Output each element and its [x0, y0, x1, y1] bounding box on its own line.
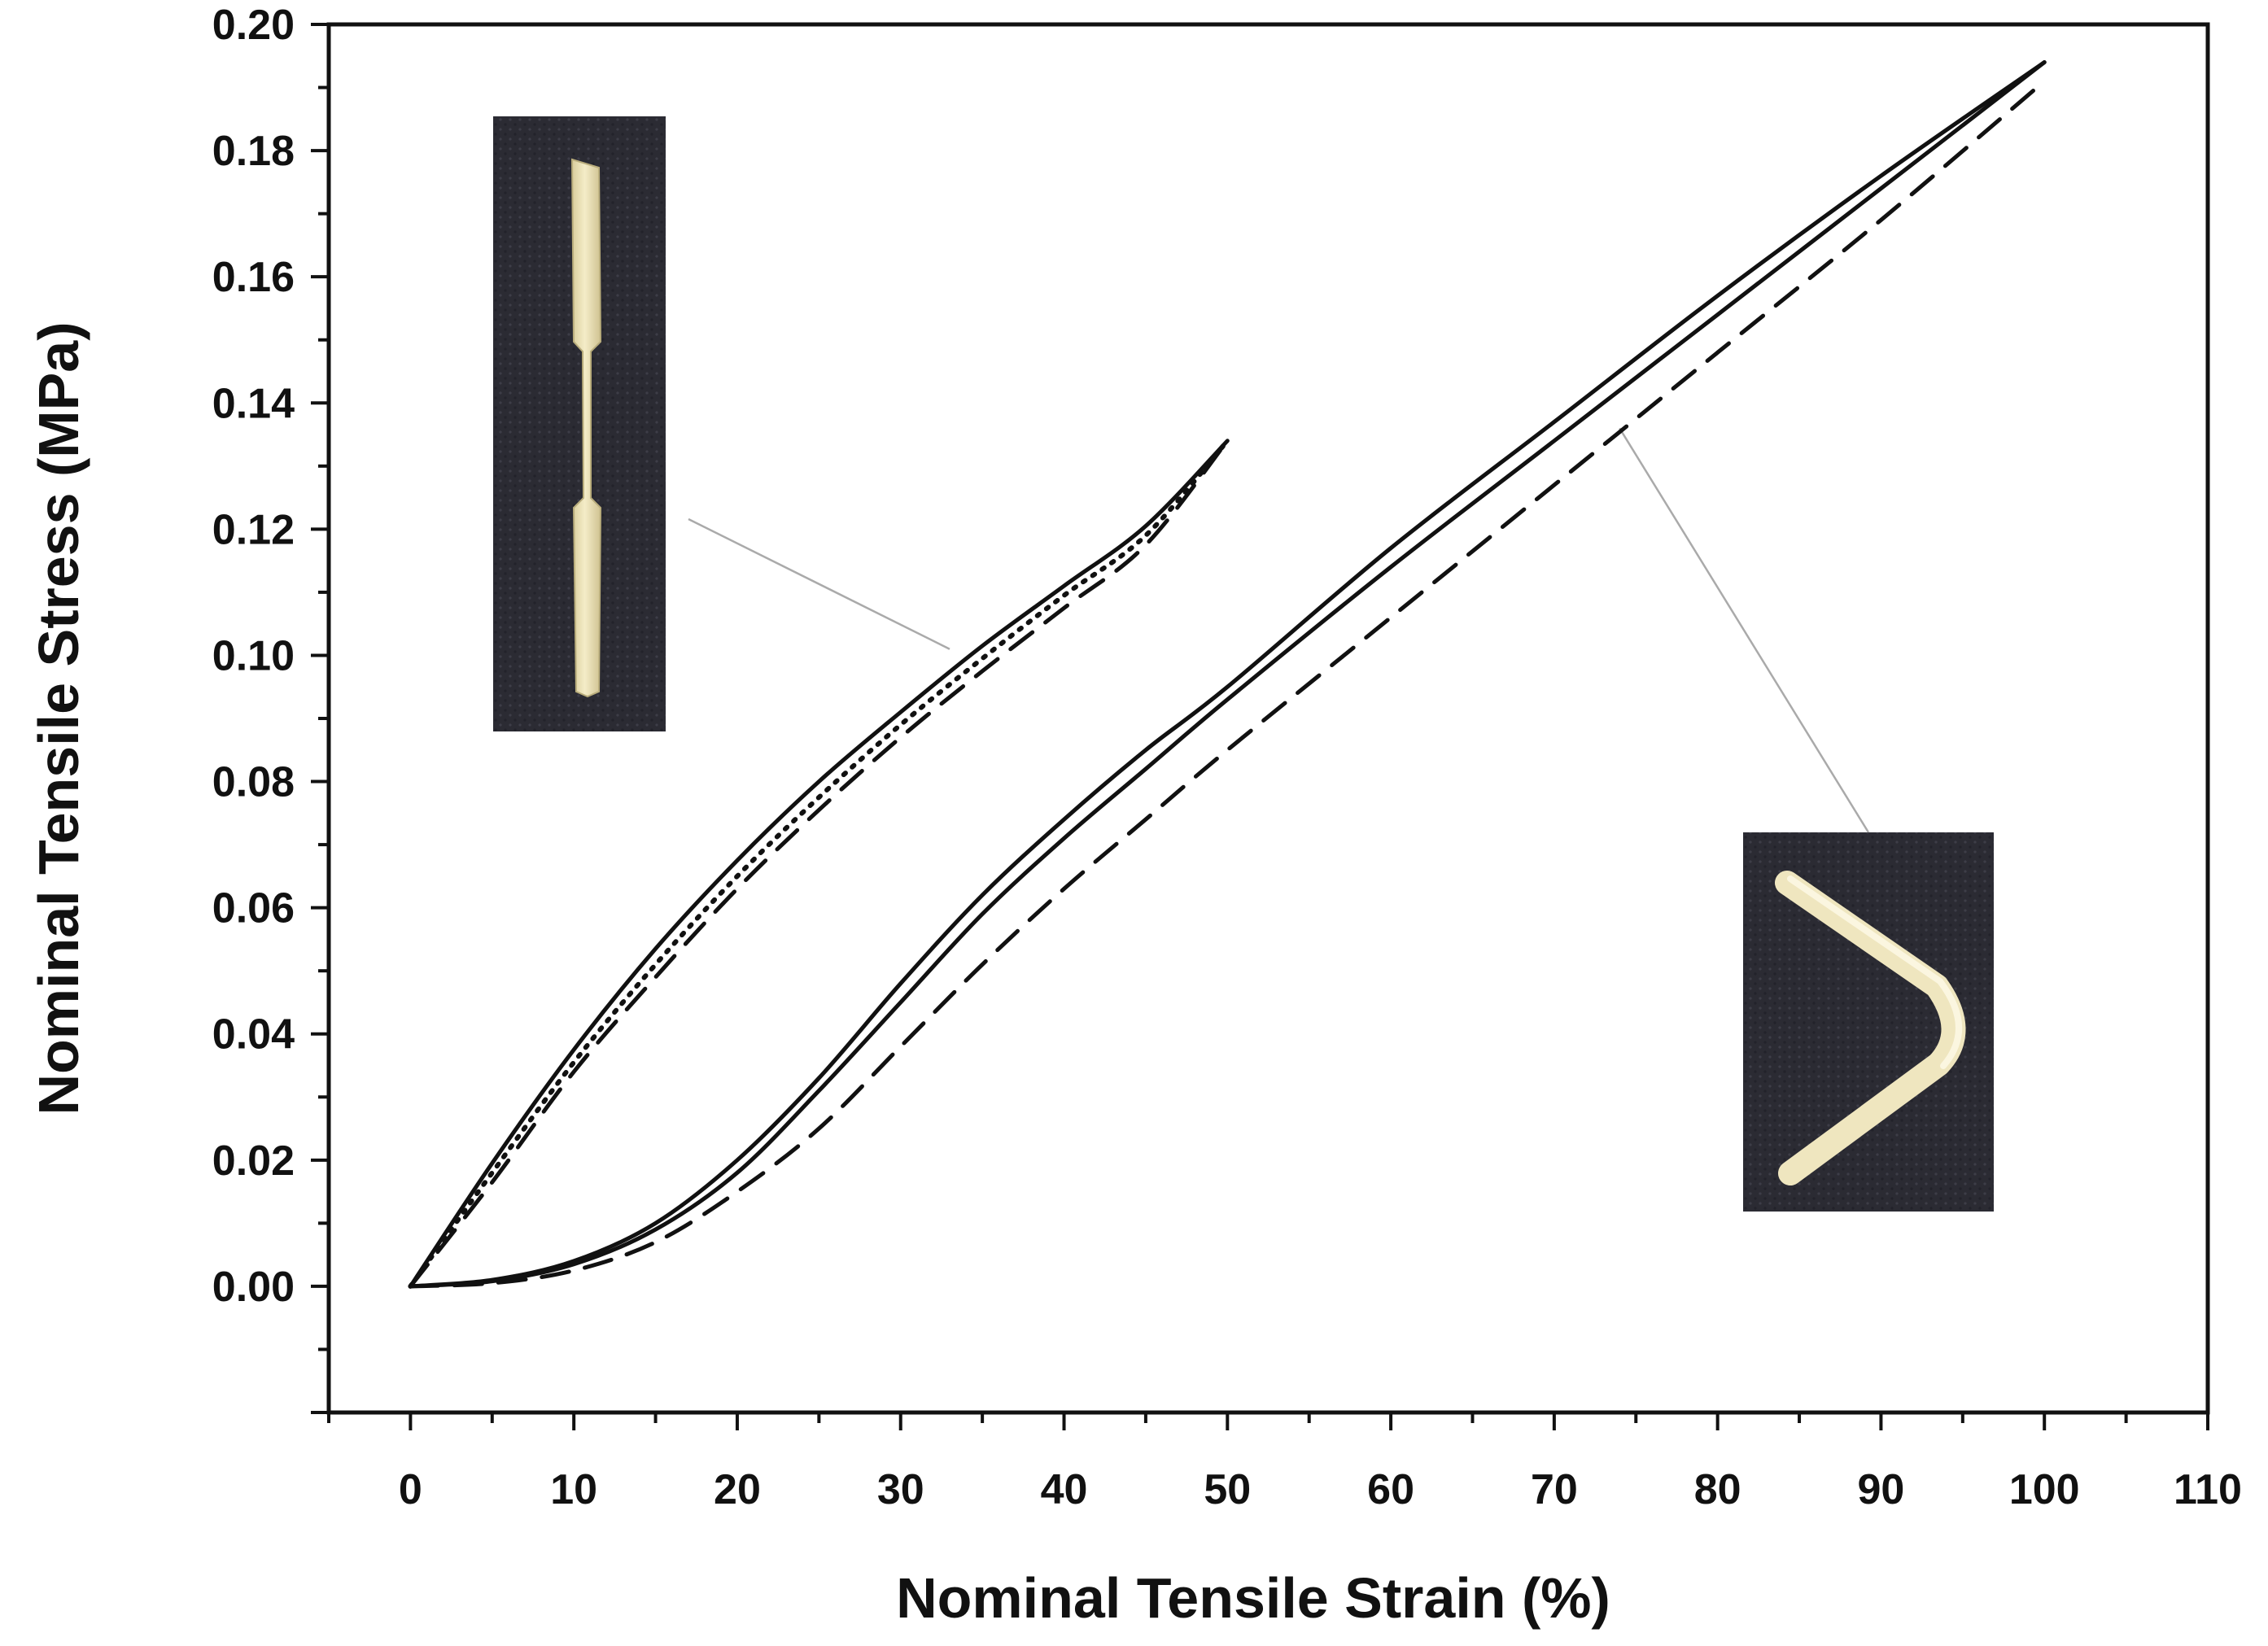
inset-leader-lines — [688, 427, 1870, 833]
x-tick-label: 50 — [1204, 1466, 1251, 1513]
y-tick-label: 0.12 — [212, 506, 295, 553]
v-specimen-highlight — [1787, 875, 1962, 1069]
y-tick-label: 0.18 — [212, 128, 295, 175]
y-tick-label: 0.00 — [212, 1264, 295, 1311]
v-shaped-specimen-photo — [1743, 832, 1994, 1212]
y-tick-label: 0.04 — [212, 1011, 295, 1059]
y-tick-label: 0.06 — [212, 885, 295, 932]
straight-specimen-dotted-line — [408, 438, 1230, 1289]
v-shaped-specimen-dashed-line — [408, 79, 2047, 1289]
data-series-group — [408, 60, 2047, 1289]
x-tick-label: 60 — [1367, 1466, 1414, 1513]
y-tick-label: 0.14 — [212, 380, 295, 427]
y-tick-label: 0.08 — [212, 759, 295, 806]
v-specimen-shape — [1775, 871, 1966, 1185]
straight-specimen-photo-leader-line — [688, 517, 950, 650]
x-tick-label: 0 — [399, 1466, 422, 1513]
x-tick-label: 110 — [2174, 1466, 2242, 1513]
x-tick-label: 40 — [1041, 1466, 1088, 1513]
v-shaped-specimen-solid-line — [408, 60, 2047, 1289]
y-tick-label: 0.02 — [212, 1137, 295, 1185]
v-shaped-specimen-solid-line — [408, 60, 2047, 1289]
x-tick-label: 30 — [877, 1466, 924, 1513]
v-shaped-specimen-photo-leader-line — [1619, 427, 1870, 833]
straight-specimen-shape — [570, 158, 602, 698]
x-tick-label: 80 — [1694, 1466, 1741, 1513]
x-tick-label: 90 — [1858, 1466, 1905, 1513]
straight-specimen-dashed-line — [408, 439, 1230, 1289]
x-tick-label: 10 — [550, 1466, 597, 1513]
x-axis-title: Nominal Tensile Strain (%) — [896, 1566, 1610, 1630]
y-tick-label: 0.10 — [212, 632, 295, 679]
x-tick-label: 100 — [2009, 1466, 2080, 1513]
straight-specimen-solid-line — [408, 439, 1230, 1289]
y-axis-title: Nominal Tensile Stress (MPa) — [27, 321, 90, 1115]
y-tick-label: 0.16 — [212, 254, 295, 301]
x-tick-label: 70 — [1531, 1466, 1578, 1513]
x-axis-ticks: 0 10 20 30 40 50 60 70 80 90 100 110 — [327, 1412, 2242, 1513]
straight-specimen-photo — [493, 116, 666, 731]
x-tick-label: 20 — [714, 1466, 761, 1513]
y-tick-label: 0.20 — [212, 2, 295, 49]
y-axis-ticks: 0.00 0.02 0.04 0.06 0.08 0.10 0.12 0.14 0.16 0.18… — [212, 2, 329, 1414]
